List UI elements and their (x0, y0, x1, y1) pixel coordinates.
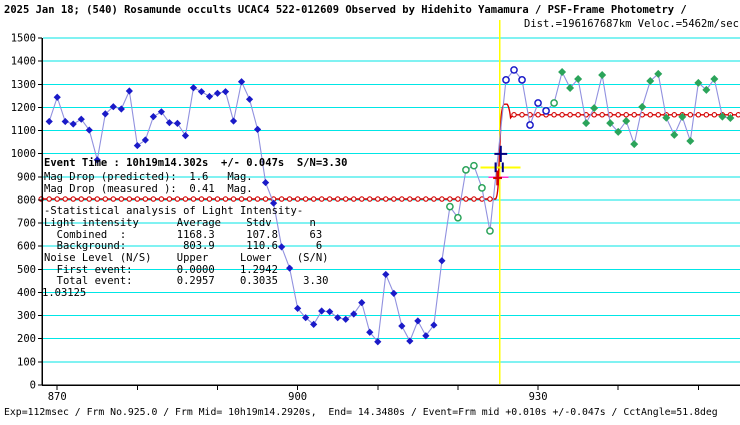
svg-text:400: 400 (17, 287, 36, 299)
noise-header-row: Noise Level (N/S) Upper Lower (S/N) (44, 252, 329, 264)
svg-text:1100: 1100 (11, 125, 36, 137)
noise-total-row: Total event: 0.2957 0.3035 3.30 (44, 275, 329, 287)
svg-text:1500: 1500 (11, 33, 36, 45)
event-time-label: Event Time : 10h19m14.302s +/- 0.047s S/… (44, 157, 348, 169)
svg-text:1400: 1400 (11, 56, 36, 68)
svg-text:300: 300 (17, 310, 36, 322)
svg-text:700: 700 (17, 218, 36, 230)
svg-text:100: 100 (17, 356, 36, 368)
svg-text:200: 200 (17, 333, 36, 345)
footer-info-line: Exp=112msec / Frm No.925.0 / Frm Mid= 10… (4, 407, 718, 418)
stats-combined-row: Combined : 1168.3 107.8 63 (44, 228, 323, 241)
stats-header-row: Light intensity Average Stdv n (44, 217, 316, 229)
svg-text:0: 0 (30, 380, 36, 392)
svg-text:900: 900 (288, 391, 307, 403)
svg-text:500: 500 (17, 264, 36, 276)
stats-title: -Statistical analysis of Light Intensity… (44, 205, 304, 217)
svg-text:930: 930 (529, 391, 548, 403)
svg-text:600: 600 (17, 241, 36, 253)
mag-drop-measured-label: Mag Drop (measured ): 0.41 Mag. (44, 183, 253, 195)
stats-background-row: Background: 803.9 110.6 6 (44, 240, 323, 252)
svg-text:1300: 1300 (11, 79, 36, 91)
chart-title: 2025 Jan 18; (540) Rosamunde occults UCA… (4, 4, 687, 16)
corner-value: 1.03125 (42, 287, 87, 299)
mag-drop-predicted-label: Mag Drop (predicted): 1.6 Mag. (44, 171, 253, 183)
distance-velocity-label: Dist.=196167687km Veloc.=5462m/sec (524, 18, 739, 30)
svg-text:800: 800 (17, 194, 36, 206)
svg-text:1000: 1000 (11, 148, 36, 160)
svg-text:870: 870 (48, 391, 67, 403)
svg-text:900: 900 (17, 171, 36, 183)
svg-text:1200: 1200 (11, 102, 36, 114)
noise-first-row: First event: 0.0000 1.2942 (44, 263, 278, 276)
